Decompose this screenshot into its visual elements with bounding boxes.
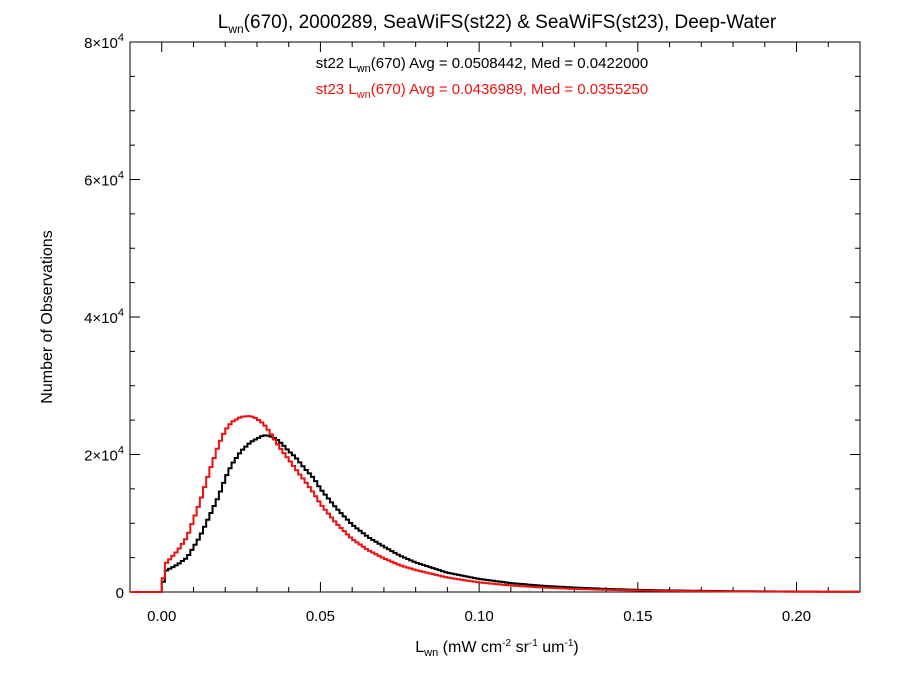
x-tick-label: 0.05 (306, 608, 335, 625)
chart-title-main: L (218, 12, 229, 33)
chart-title: Lwn(670), 2000289, SeaWiFS(st22) & SeaWi… (218, 12, 777, 36)
x-tick-label: 0.00 (147, 608, 176, 625)
axes: 0.00 0.05 0.10 0.15 0.20 0 2×104 4×104 6×104 8×10… (84, 32, 861, 625)
x-axis-label: Lwn (mW cm-2 sr-1 um-1) (415, 638, 578, 659)
y-tick-label: 8×104 (84, 32, 124, 52)
y-tick-label: 4×104 (84, 307, 124, 327)
x-tick-label: 0.10 (465, 608, 494, 625)
x-tick-label: 0.20 (782, 608, 811, 625)
y-axis-label: Number of Observations (39, 230, 56, 403)
stats-annotation-st23: st23 Lwn(670) Avg = 0.0436989, Med = 0.0… (316, 81, 648, 101)
series-line-st23 (130, 415, 860, 593)
x-tick-label: 0.15 (623, 608, 652, 625)
chart-title-rest: (670), 2000289, SeaWiFS(st22) & SeaWiFS(… (244, 12, 777, 33)
y-tick-label: 2×104 (84, 445, 124, 465)
stats-annotations: st22 Lwn(670) Avg = 0.0508442, Med = 0.0… (316, 55, 648, 101)
series-layer (130, 415, 860, 593)
y-tick-label: 0 (116, 585, 124, 602)
y-tick-label: 6×104 (84, 170, 124, 190)
stats-annotation-st22: st22 Lwn(670) Avg = 0.0508442, Med = 0.0… (316, 55, 648, 75)
chart-title-subscript: wn (227, 22, 243, 36)
